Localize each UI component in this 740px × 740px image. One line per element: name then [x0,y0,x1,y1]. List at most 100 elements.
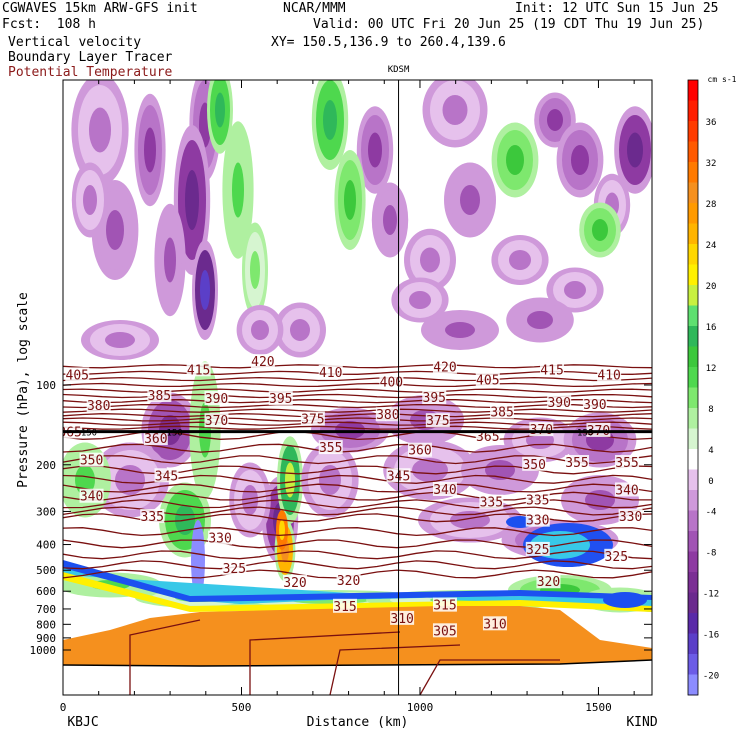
theta-contour-label: 325 [526,543,549,558]
colorbar-swatch [688,510,698,532]
theta-label-bg [204,391,229,406]
theta-label-bg [65,367,90,382]
x-tick-label: 0 [60,701,67,714]
theta-contour-label: 305 [433,624,456,639]
field-cell [445,322,475,338]
field-cell [232,162,244,218]
theta-label-bg [547,395,572,410]
below-ground [63,660,652,695]
colorbar-swatch [688,531,698,552]
field-cell [564,281,586,299]
theta-label-bg [318,440,343,455]
colorbar-tick-label: 20 [706,282,717,292]
tropopause-label: 150 [577,429,593,439]
theta-contour-label: 400 [380,376,403,391]
theta-contour-label: 410 [319,366,342,381]
colorbar-swatch [688,592,698,614]
theta-contour-label: 330 [208,532,231,547]
field-cell [200,270,210,310]
colorbar-swatch [688,285,698,306]
theta-contour-label: 315 [333,600,356,615]
plot-overlay: 150 150 150 KDSM KBJC KIND [63,65,658,730]
y-tick-label: 800 [36,618,56,631]
theta-label-bg [540,362,565,377]
theta-contour [63,443,652,453]
theta-contour-label: 310 [390,612,413,627]
theta-contour [63,408,652,413]
colorbar-tick-label: 4 [708,446,713,456]
theta-label-bg [379,374,404,389]
theta-contour-label: 375 [426,414,449,429]
theta-label-bg [604,548,629,563]
colorbar-swatch [688,387,698,409]
theta-contour-label: 330 [619,510,642,525]
theta-contour-label: 385 [148,389,171,404]
theta-label-bg [208,530,233,545]
theta-contour-label: 345 [155,469,178,484]
theta-contour [63,560,652,570]
colorbar-swatch [688,203,698,224]
field-cell [105,332,135,348]
theta-label-bg [618,509,643,524]
theta-contour-label: 360 [144,432,167,447]
field-cell [420,247,440,273]
theta-label-bg [525,492,550,507]
theta-label-bg [79,452,104,467]
y-tick-label: 500 [36,564,56,577]
colorbar-swatch [688,633,698,655]
field-cell [335,421,365,439]
theta-contour-label: 390 [205,392,228,407]
theta-label-bg [222,560,247,575]
colorbar-swatch [688,182,698,204]
init-time: Init: 12 UTC Sun 15 Jun 25 [515,1,719,16]
theta-contour-label: 385 [490,406,513,421]
colorbar-tick-label: 36 [706,118,717,128]
colorbar: -20 -16 -12 -8 -4 0 4 8 12 16 20 24 28 32 36 cm s-1 [687,75,737,696]
colorbar-swatch [688,469,698,491]
y-tick-label: 300 [36,505,56,518]
field-cell [627,132,643,168]
y-tick-label: 200 [36,459,56,472]
station-label-kdsm: KDSM [388,65,410,75]
theta-contour-label: 390 [583,398,606,413]
x-tick-label: 1000 [407,701,434,714]
theta-contour-label: 340 [433,483,456,498]
field-cell [344,180,356,220]
theta-contour [63,413,652,418]
forecast-hour: Fcst: 108 h [2,17,96,32]
field-cell [83,185,97,215]
colorbar-tick-label: -8 [706,549,717,559]
theta-label-bg [333,598,358,613]
org-label: NCAR/MMM [283,1,346,16]
y-tick-label: 100 [36,379,56,392]
field-cell [506,145,524,175]
colorbar-swatch [688,613,698,634]
theta-contour-label: 420 [251,355,274,370]
theta-contour-label: 320 [537,575,560,590]
theta-label-bg [432,481,457,496]
field-cell [164,237,176,283]
field-cell [368,132,382,168]
cross-section-endpoints: XY= 150.5,136.9 to 260.4,139.6 [271,35,506,50]
theta-contour-label: 415 [187,363,210,378]
field-cell [285,462,295,498]
theta-label-bg [597,367,622,382]
colorbar-swatch [688,428,698,450]
colorbar-swatch [688,326,698,347]
theta-contour-label: 320 [337,574,360,589]
theta-contour [63,483,652,493]
field-cell [592,219,608,241]
field-label-potential-temperature: Potential Temperature [8,65,173,80]
theta-contour-label: 350 [522,458,545,473]
colorbar-swatch [688,223,698,245]
theta-contour-label: 410 [597,368,620,383]
station-label-kbjc: KBJC [67,715,98,730]
colorbar-swatch [688,551,698,573]
model-title: CGWAVES 15km ARW-GFS init [2,1,198,16]
tropopause-label: 150 [81,429,97,439]
boundary-layer-band-core [63,560,652,602]
theta-contour-label: 310 [483,617,506,632]
field-cell [527,311,553,329]
field-cell [144,127,156,173]
